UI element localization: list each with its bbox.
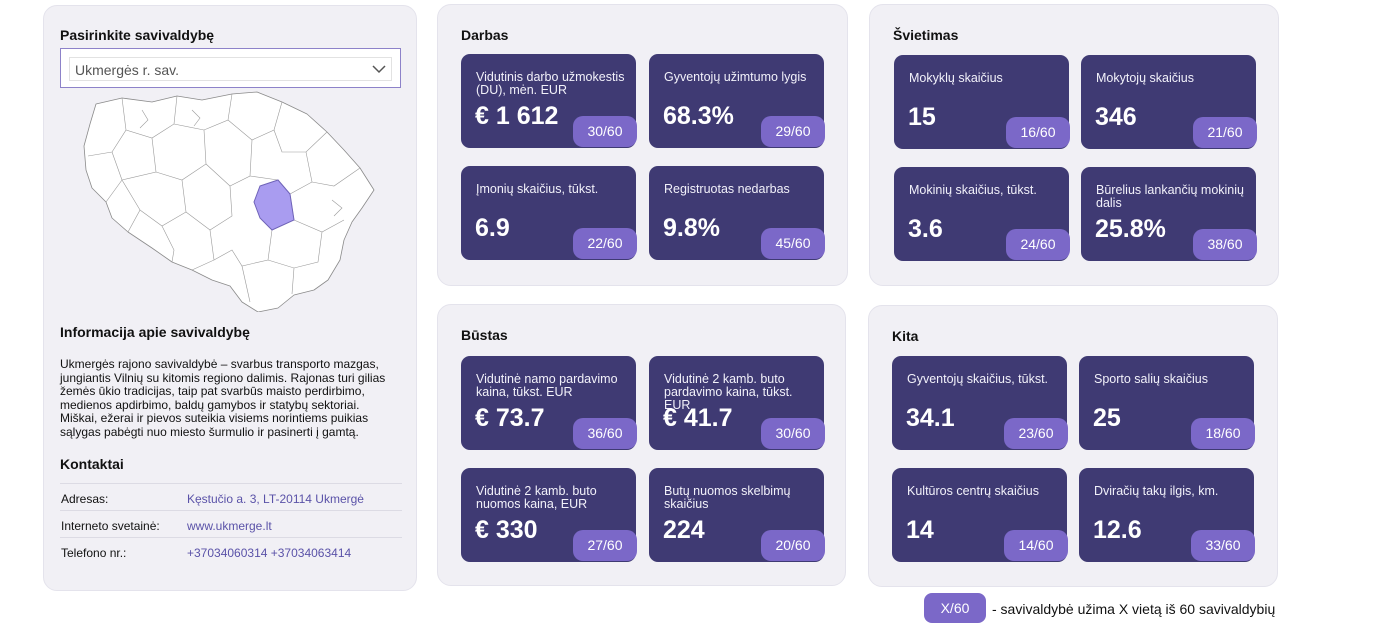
stat-card: Būrelius lankančių mokinių dalis 25.8% 3… — [1081, 167, 1257, 261]
stat-value: 3.6 — [908, 215, 943, 243]
contact-key: Telefono nr.: — [61, 546, 127, 560]
stat-value: 25.8% — [1095, 215, 1166, 243]
municipality-panel: Pasirinkite savivaldybę Ukmergės r. sav. — [43, 5, 417, 591]
panel-svietimas: Švietimas Mokyklų skaičius 15 16/60 Moky… — [869, 4, 1279, 286]
stat-label: Registruotas nedarbas — [664, 182, 790, 196]
stat-label: Vidutinis darbo užmokestis (DU), mėn. EU… — [476, 70, 625, 97]
stat-card: Kultūros centrų skaičius 14 14/60 — [892, 468, 1068, 562]
rank-badge: 21/60 — [1193, 117, 1257, 148]
stat-label: Butų nuomos skelbimų skaičius — [664, 484, 791, 511]
stat-label: Gyventojų užimtumo lygis — [664, 70, 807, 84]
stat-label: Kultūros centrų skaičius — [907, 484, 1040, 498]
rank-badge: 20/60 — [761, 530, 825, 561]
rank-badge: 24/60 — [1006, 229, 1070, 260]
stat-card: Vidutinė 2 kamb. buto nuomos kaina, EUR … — [461, 468, 637, 562]
panel-title: Būstas — [461, 327, 508, 343]
stat-card: Vidutinė 2 kamb. buto pardavimo kaina, t… — [649, 356, 825, 450]
contact-website-link[interactable]: www.ukmerge.lt — [187, 519, 272, 533]
rank-badge: 30/60 — [573, 116, 637, 147]
stat-card: Registruotas nedarbas 9.8% 45/60 — [649, 166, 825, 260]
rank-badge: 33/60 — [1191, 530, 1255, 561]
stat-value: € 41.7 — [663, 404, 733, 432]
stat-card: Gyventojų užimtumo lygis 68.3% 29/60 — [649, 54, 825, 148]
stat-value: 224 — [663, 516, 705, 544]
stat-value: 9.8% — [663, 214, 720, 242]
stat-value: 14 — [906, 516, 934, 544]
contact-row-address: Adresas: Kęstučio a. 3, LT-20114 Ukmergė — [60, 483, 402, 510]
municipality-select-inner[interactable]: Ukmergės r. sav. — [69, 57, 392, 81]
rank-badge: 18/60 — [1191, 418, 1255, 449]
stat-value: 6.9 — [475, 214, 510, 242]
stat-value: 34.1 — [906, 404, 955, 432]
stat-value: € 1 612 — [475, 102, 559, 130]
select-label: Pasirinkite savivaldybę — [60, 27, 215, 43]
stat-value: 25 — [1093, 404, 1121, 432]
panel-title: Kita — [892, 328, 919, 344]
stat-label: Mokyklų skaičius — [909, 71, 1003, 85]
info-text: Ukmergės rajono savivaldybė – svarbus tr… — [60, 357, 386, 439]
stat-value: 15 — [908, 103, 936, 131]
stat-value: 68.3% — [663, 102, 734, 130]
contact-key: Interneto svetainė: — [61, 519, 160, 533]
contacts-title: Kontaktai — [60, 456, 124, 472]
stat-label: Sporto salių skaičius — [1094, 372, 1208, 386]
stat-card: Vidutinis darbo užmokestis (DU), mėn. EU… — [461, 54, 637, 148]
rank-badge: 38/60 — [1193, 229, 1257, 260]
contact-row-website: Interneto svetainė: www.ukmerge.lt — [60, 510, 402, 537]
panel-kita: Kita Gyventojų skaičius, tūkst. 34.1 23/… — [868, 305, 1278, 587]
rank-badge: 29/60 — [761, 116, 825, 147]
rank-badge: 22/60 — [573, 228, 637, 259]
stat-card: Sporto salių skaičius 25 18/60 — [1079, 356, 1255, 450]
stat-value: € 73.7 — [475, 404, 545, 432]
stat-label: Mokinių skaičius, tūkst. — [909, 183, 1037, 197]
stat-label: Mokytojų skaičius — [1096, 71, 1194, 85]
contact-key: Adresas: — [61, 492, 109, 506]
stat-card: Mokyklų skaičius 15 16/60 — [894, 55, 1070, 149]
rank-badge: 30/60 — [761, 418, 825, 449]
stat-label: Dviračių takų ilgis, km. — [1094, 484, 1219, 498]
rank-badge: 27/60 — [573, 530, 637, 561]
info-title: Informacija apie savivaldybę — [60, 324, 250, 340]
stat-label: Vidutinė 2 kamb. buto pardavimo kaina, t… — [664, 372, 793, 412]
lithuania-outline — [83, 91, 375, 312]
stat-label: Vidutinė namo pardavimo kaina, tūkst. EU… — [476, 372, 618, 399]
stat-card: Dviračių takų ilgis, km. 12.6 33/60 — [1079, 468, 1255, 562]
chevron-down-icon[interactable] — [371, 61, 387, 77]
municipality-select[interactable]: Ukmergės r. sav. — [60, 48, 401, 88]
panel-bustas: Būstas Vidutinė namo pardavimo kaina, tū… — [437, 304, 846, 586]
stat-label: Įmonių skaičius, tūkst. — [476, 182, 599, 196]
stat-value: 346 — [1095, 103, 1137, 131]
ukmerge-district-highlight — [253, 179, 295, 231]
legend-text: - savivaldybė užima X vietą iš 60 saviva… — [992, 601, 1276, 617]
contact-row-phone: Telefono nr.: +37034060314 +37034063414 — [60, 537, 402, 564]
stat-label: Gyventojų skaičius, tūkst. — [907, 372, 1049, 386]
stat-label: Būrelius lankančių mokinių dalis — [1096, 183, 1244, 210]
panel-darbas: Darbas Vidutinis darbo užmokestis (DU), … — [437, 4, 848, 286]
stat-value: 12.6 — [1093, 516, 1142, 544]
stat-card: Gyventojų skaičius, tūkst. 34.1 23/60 — [892, 356, 1068, 450]
stat-label: Vidutinė 2 kamb. buto nuomos kaina, EUR — [476, 484, 597, 511]
stat-card: Butų nuomos skelbimų skaičius 224 20/60 — [649, 468, 825, 562]
panel-title: Darbas — [461, 27, 509, 43]
panel-title: Švietimas — [893, 27, 959, 43]
stat-card: Įmonių skaičius, tūkst. 6.9 22/60 — [461, 166, 637, 260]
stat-card: Mokytojų skaičius 346 21/60 — [1081, 55, 1257, 149]
rank-badge: 45/60 — [761, 228, 825, 259]
stat-card: Mokinių skaičius, tūkst. 3.6 24/60 — [894, 167, 1070, 261]
contact-phone-link[interactable]: +37034060314 +37034063414 — [187, 546, 352, 560]
lithuania-map[interactable] — [82, 90, 378, 312]
selected-municipality: Ukmergės r. sav. — [75, 62, 179, 78]
contact-address-value: Kęstučio a. 3, LT-20114 Ukmergė — [187, 492, 364, 506]
rank-badge: 14/60 — [1004, 530, 1068, 561]
rank-badge: 36/60 — [573, 418, 637, 449]
legend-rank-badge: X/60 — [924, 593, 986, 623]
stat-card: Vidutinė namo pardavimo kaina, tūkst. EU… — [461, 356, 637, 450]
rank-badge: 23/60 — [1004, 418, 1068, 449]
rank-badge: 16/60 — [1006, 117, 1070, 148]
stat-value: € 330 — [475, 516, 538, 544]
